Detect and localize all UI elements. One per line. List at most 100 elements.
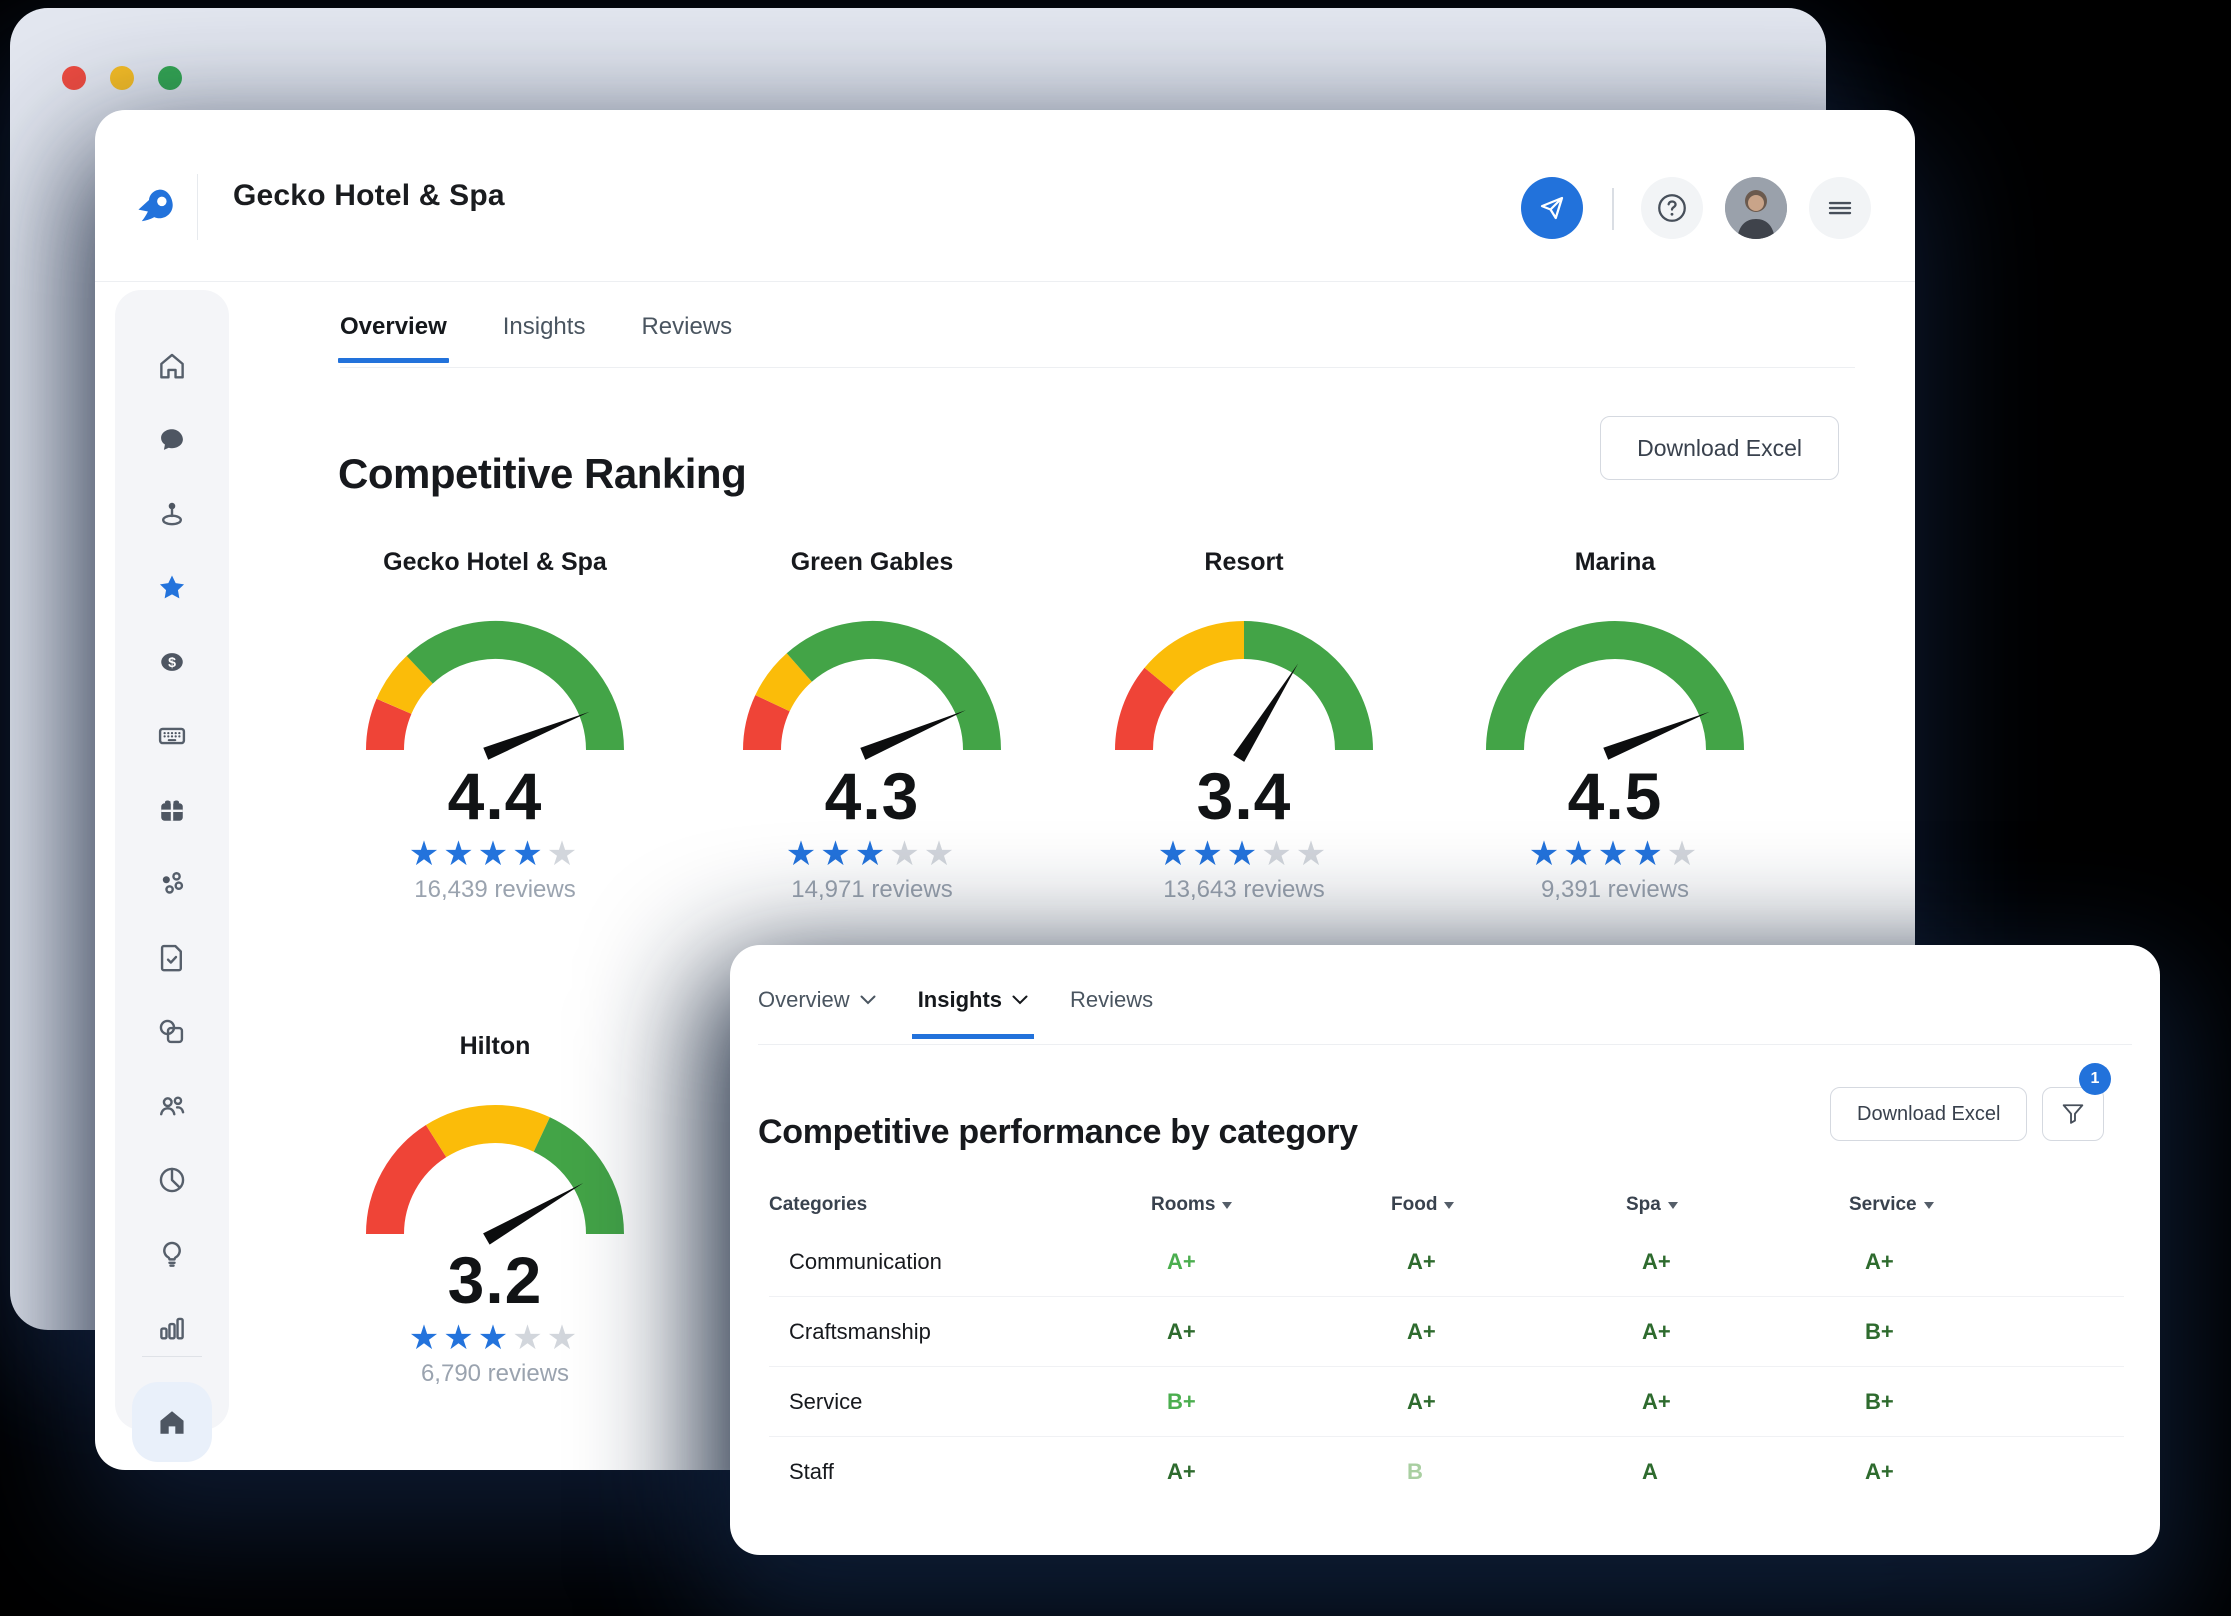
star-icon: ★ bbox=[409, 1319, 443, 1357]
grade-value: A+ bbox=[1626, 1319, 1849, 1345]
gauge-rating-value: 3.4 bbox=[1094, 758, 1394, 834]
panel-tab-insights[interactable]: Insights bbox=[918, 987, 1028, 1039]
sidebar-item-document-check[interactable] bbox=[150, 936, 194, 980]
hamburger-icon bbox=[1825, 193, 1855, 223]
grade-value: A+ bbox=[1391, 1389, 1626, 1415]
star-icon: ★ bbox=[1632, 835, 1666, 873]
brand-bird-logo-icon bbox=[129, 182, 183, 236]
column-header-service[interactable]: Service bbox=[1849, 1194, 2124, 1216]
gauge-needle bbox=[483, 712, 589, 760]
zoom-window-button[interactable] bbox=[158, 66, 182, 90]
insights-panel: OverviewInsightsReviews Competitive perf… bbox=[730, 945, 2160, 1555]
grade-value: B bbox=[1391, 1459, 1626, 1485]
filter-count-badge: 1 bbox=[2079, 1063, 2111, 1095]
column-label: Categories bbox=[769, 1194, 867, 1216]
category-label: Service bbox=[769, 1389, 1151, 1415]
sidebar-item-lightbulb[interactable] bbox=[150, 1232, 194, 1276]
question-mark-icon bbox=[1655, 191, 1689, 225]
download-excel-button[interactable]: Download Excel bbox=[1600, 416, 1839, 480]
keyboard-icon bbox=[155, 719, 189, 753]
panel-tab-reviews[interactable]: Reviews bbox=[1070, 987, 1153, 1039]
performance-table: CategoriesRoomsFoodSpaService Communicat… bbox=[769, 1183, 2124, 1506]
tab-overview[interactable]: Overview bbox=[340, 313, 447, 363]
hamburger-menu-button[interactable] bbox=[1809, 177, 1871, 239]
star-rating: ★★★★★ bbox=[345, 1320, 645, 1356]
sidebar-item-users[interactable] bbox=[150, 1084, 194, 1128]
close-window-button[interactable] bbox=[62, 66, 86, 90]
sidebar-item-chat[interactable] bbox=[150, 418, 194, 462]
gauge-chart bbox=[345, 592, 645, 762]
table-row: CraftsmanshipA+A+A+B+ bbox=[769, 1296, 2124, 1366]
sidebar-item-keyboard[interactable] bbox=[150, 714, 194, 758]
user-avatar[interactable] bbox=[1725, 177, 1787, 239]
header-separator bbox=[1612, 188, 1614, 230]
sidebar-item-bar-chart[interactable] bbox=[150, 1306, 194, 1350]
gauge-chart bbox=[1094, 592, 1394, 762]
sidebar-item-gift[interactable] bbox=[150, 788, 194, 832]
column-header-categories: Categories bbox=[769, 1194, 1151, 1216]
sidebar-item-pie-chart[interactable] bbox=[150, 1158, 194, 1202]
star-icon: ★ bbox=[547, 1319, 581, 1357]
gauge-needle bbox=[1233, 664, 1298, 762]
gauge-rating-value: 4.5 bbox=[1465, 758, 1765, 834]
gauge-competitor-name: Gecko Hotel & Spa bbox=[345, 548, 645, 582]
star-icon: ★ bbox=[512, 1319, 546, 1357]
column-header-rooms[interactable]: Rooms bbox=[1151, 1194, 1391, 1216]
review-count: 13,643 reviews bbox=[1094, 876, 1394, 904]
star-rating: ★★★★★ bbox=[1465, 836, 1765, 872]
star-icon: ★ bbox=[889, 835, 923, 873]
star-icon: ★ bbox=[1227, 835, 1261, 873]
sidebar-item-home[interactable] bbox=[150, 344, 194, 388]
bar-chart-icon bbox=[155, 1311, 189, 1345]
star-icon: ★ bbox=[1598, 835, 1632, 873]
download-excel-button[interactable]: Download Excel bbox=[1830, 1087, 2027, 1141]
minimize-window-button[interactable] bbox=[110, 66, 134, 90]
tab-reviews[interactable]: Reviews bbox=[641, 313, 732, 363]
sidebar-item-dollar[interactable]: $ bbox=[150, 640, 194, 684]
ranking-title: Competitive Ranking bbox=[338, 450, 746, 498]
column-header-food[interactable]: Food bbox=[1391, 1194, 1626, 1216]
star-icon: ★ bbox=[820, 835, 854, 873]
category-label: Communication bbox=[769, 1249, 1151, 1275]
grade-value: A bbox=[1626, 1459, 1849, 1485]
gauge-needle bbox=[483, 1183, 583, 1245]
sidebar-item-home-filled[interactable] bbox=[132, 1382, 212, 1462]
send-button[interactable] bbox=[1521, 177, 1583, 239]
grade-value: B+ bbox=[1151, 1389, 1391, 1415]
pie-chart-icon bbox=[155, 1163, 189, 1197]
column-label: Food bbox=[1391, 1194, 1437, 1216]
share-icon bbox=[155, 867, 189, 901]
star-rating: ★★★★★ bbox=[722, 836, 1022, 872]
star-icon: ★ bbox=[512, 835, 546, 873]
filter-button[interactable] bbox=[2042, 1087, 2104, 1141]
panel-tab-overview[interactable]: Overview bbox=[758, 987, 876, 1039]
star-icon: ★ bbox=[1261, 835, 1295, 873]
sidebar-item-location-pin[interactable] bbox=[150, 492, 194, 536]
app-header: Gecko Hotel & Spa bbox=[95, 110, 1915, 282]
gauge-card: Green Gables4.3★★★★★14,971 reviews bbox=[722, 548, 1022, 904]
star-icon: ★ bbox=[409, 835, 443, 873]
chevron-down-icon bbox=[1012, 995, 1028, 1005]
grade-value: A+ bbox=[1151, 1249, 1391, 1275]
column-header-spa[interactable]: Spa bbox=[1626, 1194, 1849, 1216]
grade-value: B+ bbox=[1849, 1389, 2124, 1415]
users-icon bbox=[155, 1089, 189, 1123]
panel-tab-label: Insights bbox=[918, 987, 1002, 1013]
page-title: Gecko Hotel & Spa bbox=[233, 110, 505, 281]
gauge-needle bbox=[1603, 712, 1709, 760]
table-row: CommunicationA+A+A+A+ bbox=[769, 1227, 2124, 1296]
grade-value: A+ bbox=[1849, 1459, 2124, 1485]
sidebar-item-star-active[interactable] bbox=[150, 566, 194, 610]
main-tab-bar: Overview Insights Reviews bbox=[340, 313, 732, 363]
tab-insights[interactable]: Insights bbox=[503, 313, 586, 363]
dollar-icon: $ bbox=[155, 645, 189, 679]
star-icon: ★ bbox=[1529, 835, 1563, 873]
grade-value: A+ bbox=[1391, 1249, 1626, 1275]
gauge-card: Resort3.4★★★★★13,643 reviews bbox=[1094, 548, 1394, 904]
svg-text:$: $ bbox=[168, 655, 176, 671]
sidebar-item-share[interactable] bbox=[150, 862, 194, 906]
help-button[interactable] bbox=[1641, 177, 1703, 239]
gauge-rating-value: 3.2 bbox=[345, 1242, 645, 1318]
star-icon: ★ bbox=[443, 1319, 477, 1357]
sidebar-item-copy[interactable] bbox=[150, 1010, 194, 1054]
